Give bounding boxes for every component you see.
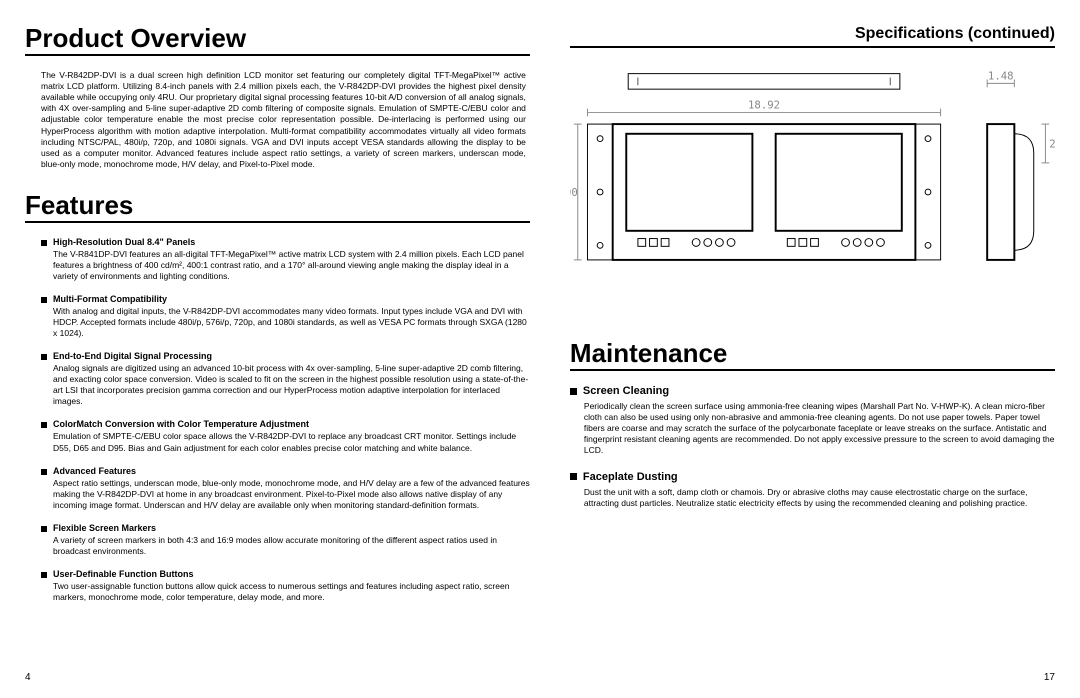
feature-item: User-Definable Function Buttons Two user-… [41, 569, 530, 603]
feature-body: With analog and digital inputs, the V-R8… [41, 306, 530, 339]
feature-body: A variety of screen markers in both 4:3 … [41, 535, 530, 557]
feature-heading: Multi-Format Compatibility [41, 294, 530, 304]
feature-body: Aspect ratio settings, underscan mode, b… [41, 478, 530, 511]
maintenance-item: Screen Cleaning Periodically clean the sc… [570, 385, 1055, 456]
maintenance-body: Dust the unit with a soft, damp cloth or… [570, 487, 1055, 509]
bullet-icon [41, 240, 47, 246]
bullet-icon [570, 388, 577, 395]
feature-title: Multi-Format Compatibility [53, 294, 167, 304]
feature-title: End-to-End Digital Signal Processing [53, 351, 212, 361]
feature-heading: Advanced Features [41, 466, 530, 476]
maintenance-item: Faceplate Dusting Dust the unit with a so… [570, 471, 1055, 509]
bullet-icon [41, 526, 47, 532]
feature-title: High-Resolution Dual 8.4" Panels [53, 237, 195, 247]
feature-heading: High-Resolution Dual 8.4" Panels [41, 237, 530, 247]
maintenance-title: Maintenance [570, 340, 1055, 371]
feature-body: Two user-assignable function buttons all… [41, 581, 530, 603]
bullet-icon [41, 354, 47, 360]
feature-title: User-Definable Function Buttons [53, 569, 194, 579]
overview-body: The V-R842DP-DVI is a dual screen high d… [25, 70, 530, 169]
right-column: Specifications (continued) [570, 25, 1055, 683]
feature-item: Advanced Features Aspect ratio settings, … [41, 466, 530, 511]
bullet-icon [41, 572, 47, 578]
overview-title: Product Overview [25, 25, 530, 56]
feature-title: Advanced Features [53, 466, 136, 476]
feature-heading: Flexible Screen Markers [41, 523, 530, 533]
bullet-icon [41, 422, 47, 428]
feature-item: Flexible Screen Markers A variety of scre… [41, 523, 530, 557]
feature-title: ColorMatch Conversion with Color Tempera… [53, 419, 309, 429]
feature-heading: ColorMatch Conversion with Color Tempera… [41, 419, 530, 429]
feature-body: Analog signals are digitized using an ad… [41, 363, 530, 407]
feature-item: ColorMatch Conversion with Color Tempera… [41, 419, 530, 453]
maintenance-heading: Screen Cleaning [570, 385, 1055, 397]
dimension-diagram: 18.92 7.00 1.48 2.02 [570, 62, 1055, 322]
feature-body: Emulation of SMPTE-C/EBU color space all… [41, 431, 530, 453]
dim-height: 7.00 [570, 186, 578, 199]
left-column: Product Overview The V-R842DP-DVI is a d… [25, 25, 530, 683]
feature-item: High-Resolution Dual 8.4" Panels The V-R8… [41, 237, 530, 282]
features-list: High-Resolution Dual 8.4" Panels The V-R8… [25, 237, 530, 615]
dim-width: 18.92 [748, 99, 780, 112]
page-number-left: 4 [25, 672, 530, 683]
feature-title: Flexible Screen Markers [53, 523, 156, 533]
maintenance-heading: Faceplate Dusting [570, 471, 1055, 483]
maintenance-title: Screen Cleaning [583, 385, 669, 397]
page: Product Overview The V-R842DP-DVI is a d… [0, 0, 1080, 698]
dim-side-h: 2.02 [1049, 137, 1055, 150]
feature-item: End-to-End Digital Signal Processing Anal… [41, 351, 530, 407]
bullet-icon [570, 473, 577, 480]
bullet-icon [41, 297, 47, 303]
maintenance-body: Periodically clean the screen surface us… [570, 401, 1055, 456]
feature-body: The V-R841DP-DVI features an all-digital… [41, 249, 530, 282]
spec-title: Specifications (continued) [570, 25, 1055, 48]
dim-side-w: 1.48 [988, 69, 1014, 82]
maintenance-title: Faceplate Dusting [583, 471, 678, 483]
features-title: Features [25, 192, 530, 223]
bullet-icon [41, 469, 47, 475]
feature-item: Multi-Format Compatibility With analog an… [41, 294, 530, 339]
feature-heading: User-Definable Function Buttons [41, 569, 530, 579]
maintenance-list: Screen Cleaning Periodically clean the sc… [570, 385, 1055, 522]
feature-heading: End-to-End Digital Signal Processing [41, 351, 530, 361]
page-number-right: 17 [570, 672, 1055, 683]
